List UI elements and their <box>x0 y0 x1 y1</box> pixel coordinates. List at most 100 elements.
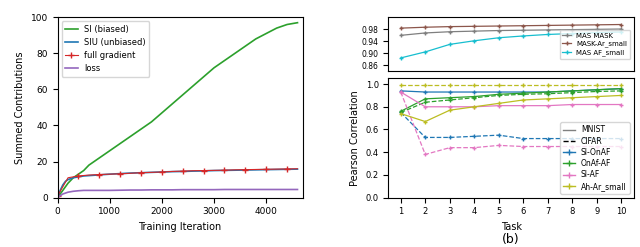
Ah-Ar_small <box>544 97 552 100</box>
full gradient <box>221 169 228 172</box>
Ah-Ar_small <box>495 102 502 105</box>
SIU (unbiased) <box>106 173 113 176</box>
Line: SI (biased): SI (biased) <box>58 23 298 198</box>
SI (biased) <box>75 173 83 176</box>
full gradient <box>252 168 260 171</box>
full gradient <box>189 169 197 172</box>
SI (biased) <box>241 45 249 48</box>
SI-AF <box>470 105 478 108</box>
Ah-Ar_small <box>446 109 454 112</box>
MASK-Ar_small <box>470 25 478 28</box>
SI (biased) <box>64 182 72 185</box>
loss <box>61 192 69 195</box>
loss <box>56 194 64 197</box>
SI (biased) <box>61 185 69 188</box>
SI (biased) <box>127 135 134 138</box>
MAS MASK <box>397 34 404 37</box>
Line: OnAf-AF: OnAf-AF <box>399 86 623 113</box>
SIU (unbiased) <box>158 170 166 173</box>
full gradient <box>127 172 134 175</box>
SIU (unbiased) <box>69 176 77 179</box>
Ah-Ar_small <box>568 96 576 99</box>
SI (biased) <box>294 21 301 24</box>
SI-OnAF <box>397 89 404 92</box>
SI (biased) <box>179 93 187 96</box>
full gradient <box>158 170 166 173</box>
MAS MASK <box>446 30 454 33</box>
loss <box>137 188 145 191</box>
MAS AF_small <box>618 31 625 34</box>
SI (biased) <box>85 164 93 167</box>
MASK-Ar_small <box>446 25 454 28</box>
SIU (unbiased) <box>56 189 64 192</box>
loss <box>158 188 166 191</box>
MASK-Ar_small <box>421 26 429 29</box>
Ah-Ar_small <box>593 95 601 98</box>
loss <box>168 188 176 191</box>
SIU (unbiased) <box>148 171 156 174</box>
SIU (unbiased) <box>210 169 218 172</box>
SIU (unbiased) <box>189 170 197 173</box>
SI (biased) <box>168 102 176 105</box>
SIU (unbiased) <box>75 175 83 178</box>
loss <box>75 189 83 192</box>
loss <box>85 189 93 192</box>
full gradient <box>241 168 249 171</box>
Text: (b): (b) <box>502 233 520 246</box>
SI (biased) <box>80 169 88 172</box>
SI (biased) <box>148 120 156 123</box>
MAS MASK <box>568 28 576 31</box>
Line: SI-OnAF: SI-OnAF <box>399 86 623 94</box>
MAS MASK <box>544 28 552 31</box>
Y-axis label: Summed Contributions: Summed Contributions <box>15 51 25 164</box>
SI-OnAF <box>568 89 576 92</box>
SI-AF <box>568 103 576 106</box>
SI-OnAF <box>544 91 552 94</box>
OnAf-AF <box>421 97 429 100</box>
OnAf-AF <box>446 96 454 99</box>
MAS AF_small <box>397 57 404 60</box>
MAS AF_small <box>568 32 576 35</box>
MAS MASK <box>618 28 625 31</box>
SI-OnAF <box>593 88 601 91</box>
OnAf-AF <box>495 93 502 96</box>
X-axis label: Task: Task <box>500 222 522 232</box>
SI (biased) <box>69 176 77 179</box>
MAS MASK <box>593 28 601 31</box>
OnAf-AF <box>568 89 576 92</box>
MASK-Ar_small <box>593 23 601 26</box>
Ah-Ar_small <box>397 112 404 115</box>
full gradient <box>179 170 187 173</box>
MAS AF_small <box>593 31 601 34</box>
OnAf-AF <box>593 88 601 91</box>
Ah-Ar_small <box>520 99 527 102</box>
SI-AF <box>397 91 404 94</box>
SIU (unbiased) <box>59 184 67 186</box>
full gradient <box>116 172 124 175</box>
SIU (unbiased) <box>64 178 72 181</box>
loss <box>64 191 72 194</box>
Legend: MNIST, CIFAR, SI-OnAF, OnAf-AF, SI-AF, Ah-Ar_small: MNIST, CIFAR, SI-OnAF, OnAf-AF, SI-AF, A… <box>561 122 630 194</box>
MAS AF_small <box>495 36 502 39</box>
loss <box>221 188 228 191</box>
SI (biased) <box>95 156 103 159</box>
Ah-Ar_small <box>470 105 478 108</box>
loss <box>106 189 113 192</box>
full gradient <box>262 168 270 171</box>
SIU (unbiased) <box>200 169 207 172</box>
SI (biased) <box>210 66 218 69</box>
SI-OnAF <box>470 91 478 94</box>
SI (biased) <box>137 128 145 131</box>
Legend: SI (biased), SIU (unbiased), full gradient, loss: SI (biased), SIU (unbiased), full gradie… <box>62 21 149 77</box>
loss <box>284 188 291 191</box>
SIU (unbiased) <box>80 174 88 177</box>
MASK-Ar_small <box>520 24 527 27</box>
OnAf-AF <box>520 92 527 95</box>
loss <box>294 188 301 191</box>
Y-axis label: Pearson Correlation: Pearson Correlation <box>350 90 360 186</box>
SI-AF <box>495 104 502 107</box>
SIU (unbiased) <box>116 172 124 175</box>
Line: Ah-Ar_small: Ah-Ar_small <box>399 93 623 124</box>
SIU (unbiased) <box>90 174 98 177</box>
SIU (unbiased) <box>252 168 260 171</box>
